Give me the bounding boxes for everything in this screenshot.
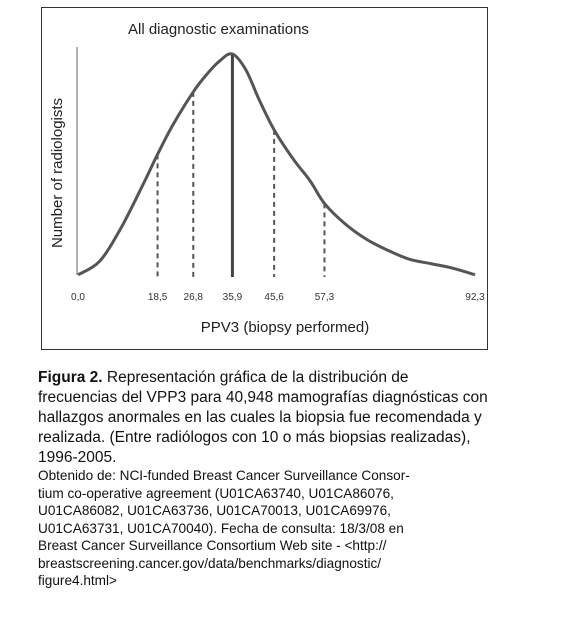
markers-layer: [156, 54, 326, 277]
figure-label: Figura 2.: [38, 369, 103, 386]
x-axis-label: PPV3 (biopsy performed): [201, 319, 369, 336]
figure-caption: Figura 2. Representación gráfica de la d…: [38, 368, 488, 468]
x-tick-label: 26,8: [184, 292, 204, 303]
source-citation: Obtenido de: NCI-funded Breast Cancer Su…: [38, 468, 410, 588]
curve-layer: [77, 52, 476, 277]
x-tick-labels: 0,0 18,5 26,8 35,9 45,6 57,3 92,3: [71, 292, 485, 303]
x-tick-label: 45,6: [264, 292, 284, 303]
x-tick-label: 0,0: [71, 292, 85, 303]
x-tick-label: 18,5: [148, 292, 168, 303]
x-tick-label: 92,3: [465, 292, 485, 303]
ppv3-distribution-chart: All diagnostic examinations Number of ra…: [49, 21, 485, 336]
x-tick-label: 35,9: [223, 292, 243, 303]
x-tick-label: 57,3: [315, 292, 335, 303]
y-axis-label: Number of radiologists: [49, 98, 66, 248]
distribution-curve: [77, 52, 476, 277]
chart-frame: All diagnostic examinations Number of ra…: [41, 7, 488, 350]
chart-annotation: All diagnostic examinations: [128, 21, 309, 38]
figure-caption-text: Representación gráfica de la distribució…: [38, 369, 488, 466]
